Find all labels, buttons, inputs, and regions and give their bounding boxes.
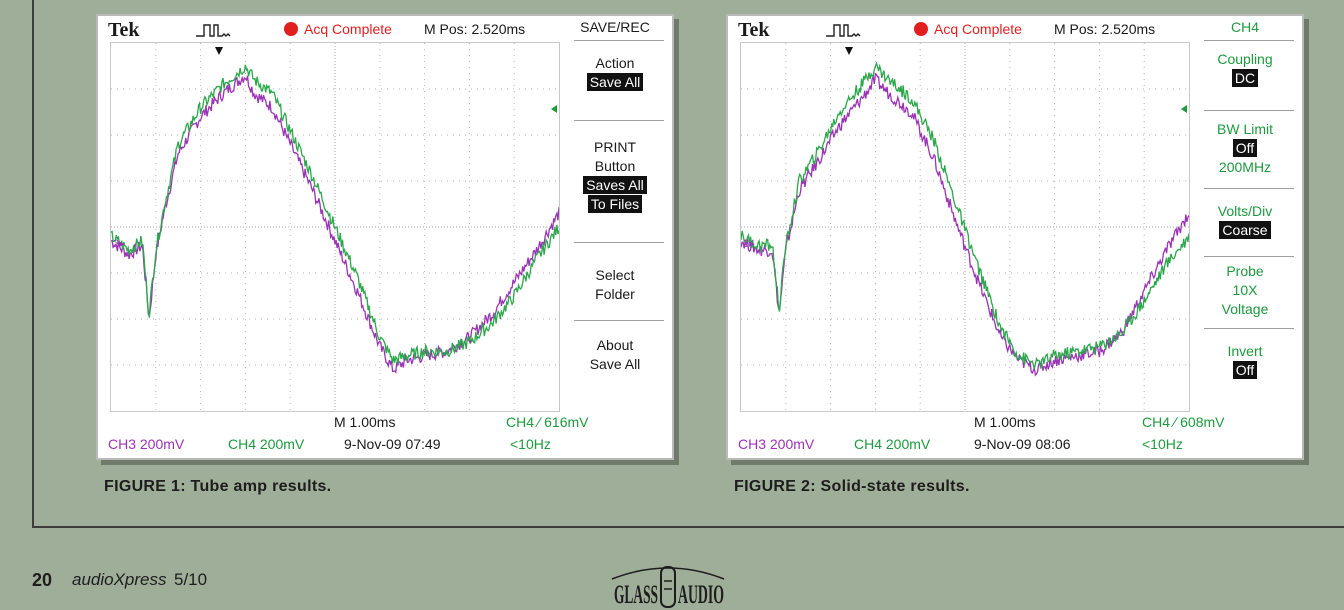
- trace-ch4: [741, 61, 1189, 370]
- trigger-label: CH4 ∕ 616mV: [506, 414, 589, 430]
- frequency-label: <10Hz: [510, 436, 551, 452]
- brand-label: Tek: [738, 19, 770, 41]
- menu-item-value: Off: [1232, 361, 1258, 379]
- menu-item-label: Coupling: [1217, 51, 1273, 67]
- menu-item-value: Off: [1232, 139, 1258, 157]
- ch3-ground-marker: 3▸: [743, 238, 755, 250]
- menu-item-value: Save All: [586, 73, 644, 91]
- scope-header: Tek Acq Complete M Pos: 2.520ms: [98, 16, 672, 42]
- page-number: 20: [32, 570, 53, 590]
- menu-divider: [574, 40, 664, 41]
- m-pos-label: M Pos: 2.520ms: [1054, 21, 1156, 37]
- scope-header: Tek Acq Complete M Pos: 2.520ms: [728, 16, 1302, 42]
- menu-divider: [1204, 40, 1294, 41]
- scope-display-1: Tek Acq Complete M Pos: 2.520ms 3▸ SAVE/…: [96, 14, 674, 460]
- magazine-name: audioXpress: [72, 570, 167, 589]
- menu-item-probe[interactable]: Probe 10X Voltage: [1190, 262, 1300, 319]
- menu-divider: [1204, 328, 1294, 329]
- menu-item-label: 10X: [1232, 282, 1258, 298]
- acq-status-dot: [284, 22, 298, 36]
- glass-audio-logo: GLASS AUDIO: [606, 553, 730, 610]
- menu-item-action[interactable]: Action Save All: [560, 54, 670, 92]
- menu-item-label: PRINT: [594, 139, 636, 155]
- menu-divider: [1204, 110, 1294, 111]
- waveform-plot: 3▸: [111, 43, 559, 411]
- trigger-pulse-icon: [196, 24, 231, 37]
- page-frame: [32, 0, 1344, 528]
- menu-item-value: DC: [1231, 69, 1259, 87]
- menu-item-value: Coarse: [1219, 221, 1271, 239]
- timebase-label: M 1.00ms: [974, 414, 1036, 430]
- trigger-level-marker: [551, 105, 557, 113]
- ch4-scale-label: CH4 200mV: [854, 436, 931, 452]
- menu-item-label: Button: [594, 158, 636, 174]
- ch3-scale-label: CH3 200mV: [108, 436, 185, 452]
- menu-item-label: Probe: [1226, 263, 1264, 279]
- menu-item-label: Invert: [1227, 343, 1263, 359]
- status-bar: M 1.00ms CH4 ∕ 616mV CH3 200mV CH4 200mV…: [98, 408, 672, 458]
- trigger-position-arrow: [845, 47, 853, 55]
- menu-divider: [1204, 256, 1294, 257]
- acq-status-label: Acq Complete: [934, 21, 1022, 37]
- menu-item-bw-limit[interactable]: BW Limit Off 200MHz: [1190, 120, 1300, 177]
- datetime-label: 9-Nov-09 07:49: [344, 436, 441, 452]
- figure-caption: FIGURE 1: Tube amp results.: [104, 478, 332, 495]
- trace-ch4: [111, 64, 559, 365]
- side-menu: SAVE/REC Action Save All PRINT Button Sa…: [560, 16, 670, 412]
- trace-ch3: [111, 75, 559, 374]
- menu-divider: [574, 242, 664, 243]
- trigger-pulse-icon: [826, 24, 861, 37]
- scope-display-2: Tek Acq Complete M Pos: 2.520ms 3▸ CH4 C…: [726, 14, 1304, 460]
- menu-item-about-save-all[interactable]: About Save All: [560, 336, 670, 374]
- figure-caption: FIGURE 2: Solid-state results.: [734, 478, 970, 495]
- frequency-label: <10Hz: [1142, 436, 1183, 452]
- menu-item-label: Volts/Div: [1217, 203, 1273, 219]
- menu-item-label: BW Limit: [1217, 121, 1273, 137]
- menu-item-label: Select: [595, 267, 635, 283]
- menu-item-invert[interactable]: Invert Off: [1190, 342, 1300, 380]
- menu-item-value: To Files: [587, 195, 643, 213]
- trigger-label: CH4 ∕ 608mV: [1142, 414, 1225, 430]
- menu-title: SAVE/REC: [580, 19, 650, 35]
- menu-item-label: About: [596, 337, 634, 353]
- acq-status-dot: [914, 22, 928, 36]
- menu-item-value: Saves All: [583, 176, 647, 194]
- menu-divider: [574, 320, 664, 321]
- brand-label: Tek: [108, 19, 140, 41]
- menu-item-label: Action: [595, 55, 635, 71]
- issue-label: 5/10: [174, 570, 208, 589]
- svg-text:GLASS: GLASS: [614, 580, 658, 609]
- svg-text:AUDIO: AUDIO: [678, 580, 724, 609]
- m-pos-label: M Pos: 2.520ms: [424, 21, 526, 37]
- ch3-scale-label: CH3 200mV: [738, 436, 815, 452]
- menu-title: CH4: [1230, 19, 1259, 35]
- menu-divider: [574, 120, 664, 121]
- graticule: 3▸: [740, 42, 1190, 412]
- trigger-position-arrow: [215, 47, 223, 55]
- datetime-label: 9-Nov-09 08:06: [974, 436, 1071, 452]
- menu-item-label: Folder: [595, 286, 635, 302]
- menu-item-coupling[interactable]: Coupling DC: [1190, 50, 1300, 88]
- menu-item-label: 200MHz: [1218, 159, 1272, 175]
- ch3-ground-marker: 3▸: [113, 238, 125, 250]
- trigger-level-marker: [1181, 105, 1187, 113]
- graticule: 3▸: [110, 42, 560, 412]
- trace-ch3: [741, 72, 1189, 377]
- side-menu: CH4 Coupling DC BW Limit Off 200MHz Volt…: [1190, 16, 1300, 412]
- menu-item-label: Save All: [589, 356, 641, 372]
- menu-item-volts-div[interactable]: Volts/Div Coarse: [1190, 202, 1300, 240]
- timebase-label: M 1.00ms: [334, 414, 396, 430]
- menu-item-select-folder[interactable]: Select Folder: [560, 266, 670, 304]
- waveform-plot: 3▸: [741, 43, 1189, 411]
- acq-status-label: Acq Complete: [304, 21, 392, 37]
- status-bar: M 1.00ms CH4 ∕ 608mV CH3 200mV CH4 200mV…: [728, 408, 1302, 458]
- menu-item-label: Voltage: [1221, 301, 1269, 317]
- menu-divider: [1204, 188, 1294, 189]
- menu-item-print-button[interactable]: PRINT Button Saves All To Files: [560, 138, 670, 214]
- ch4-scale-label: CH4 200mV: [228, 436, 305, 452]
